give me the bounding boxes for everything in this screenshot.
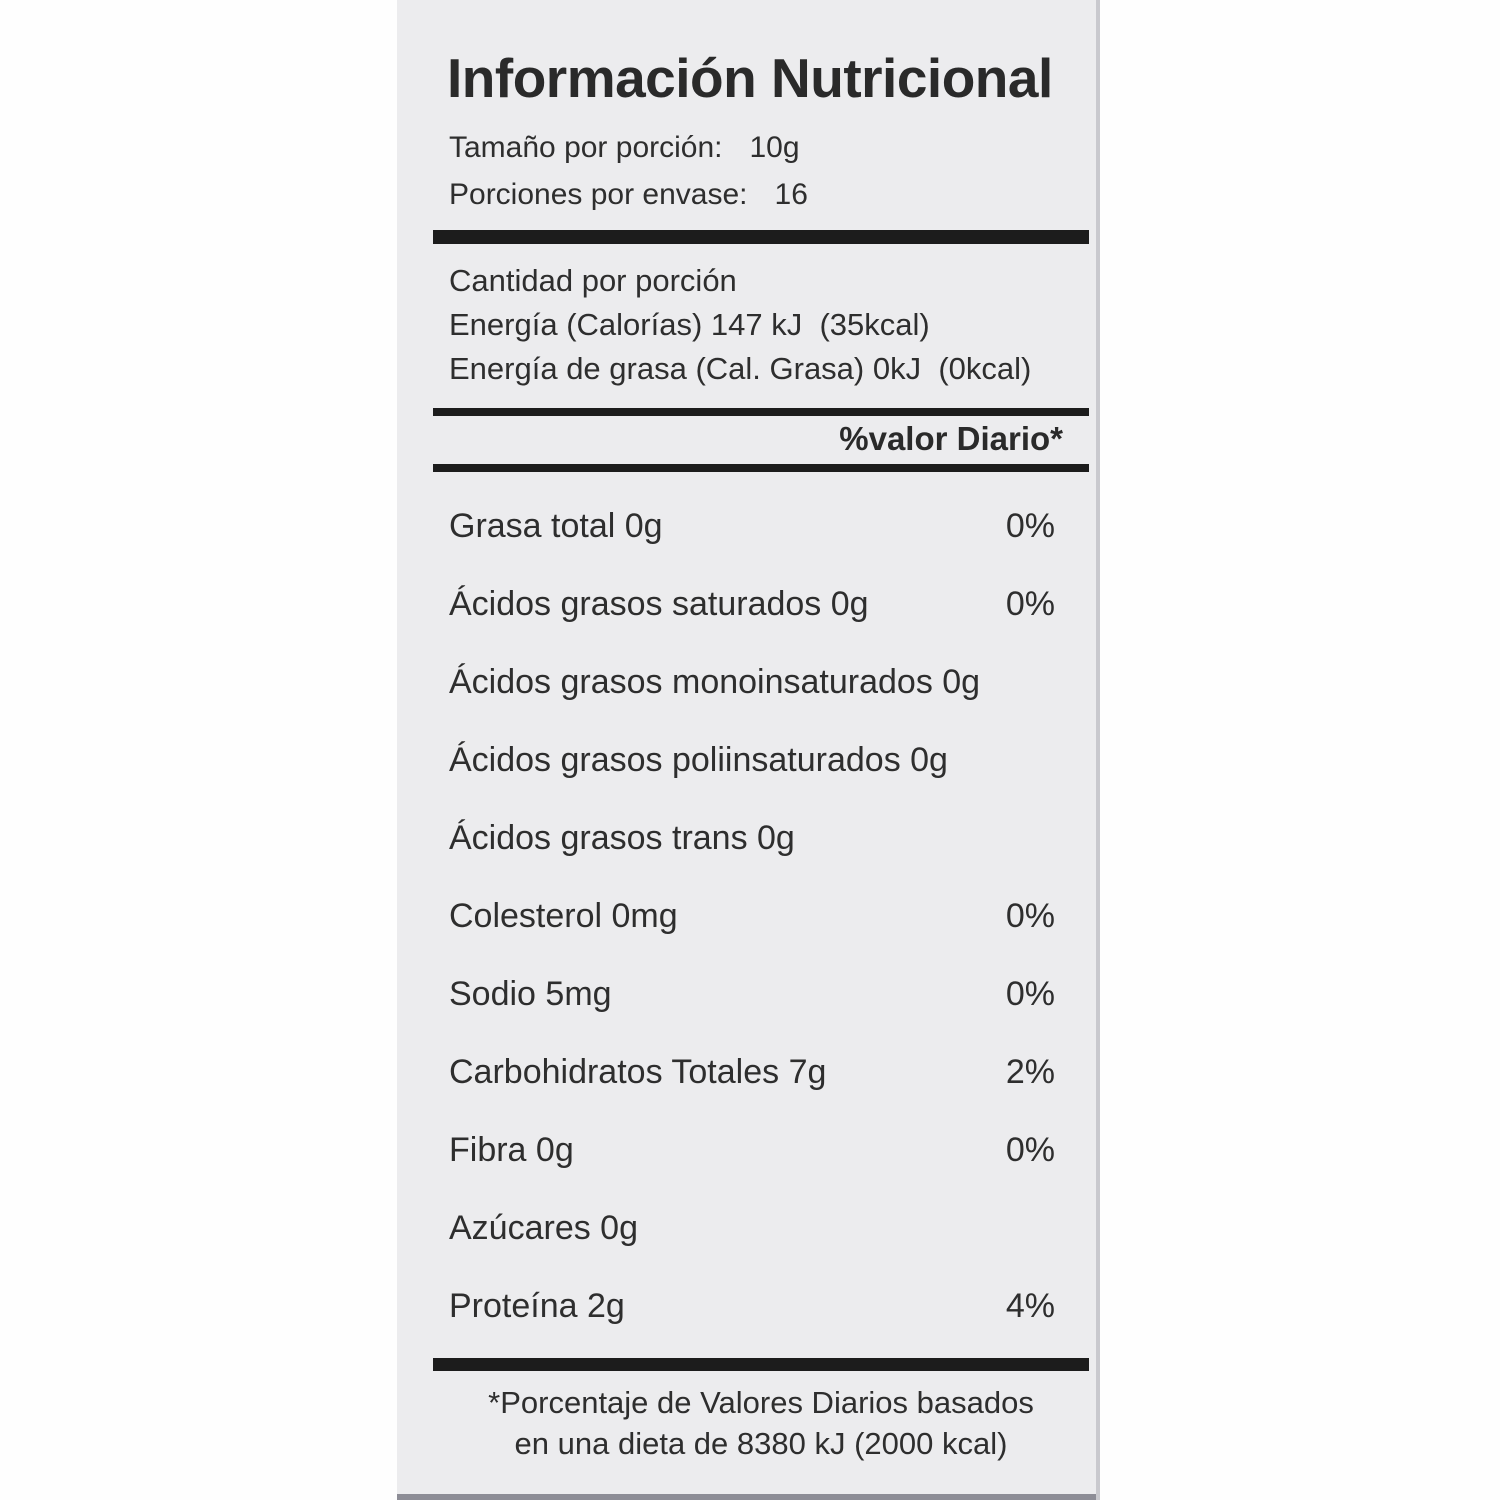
amount-per-serving-heading: Cantidad por porción — [449, 263, 737, 298]
nutrient-daily-value: 0% — [1005, 897, 1055, 935]
nutrient-name: Colesterol 0mg — [449, 897, 678, 935]
nutrient-row: Ácidos grasos monoinsaturados 0g — [433, 654, 1089, 732]
nutrient-name: Proteína 2g — [449, 1287, 625, 1325]
nutrient-row: Sodio 5mg 0% — [433, 966, 1089, 1044]
nutrient-name: Ácidos grasos saturados 0g — [449, 585, 869, 623]
nutrient-row: Ácidos grasos saturados 0g 0% — [433, 576, 1089, 654]
nutrients-table: Grasa total 0g 0% Ácidos grasos saturado… — [433, 498, 1089, 1356]
nutrient-name: Ácidos grasos trans 0g — [449, 819, 795, 857]
nutrient-name: Fibra 0g — [449, 1131, 574, 1169]
servings-per-container-line: Porciones por envase: 16 — [449, 178, 808, 212]
nutrient-daily-value: 4% — [1005, 1287, 1055, 1325]
energy-fat-line: Energía de grasa (Cal. Grasa) 0kJ (0kcal… — [449, 351, 1032, 386]
servings-per-container-label: Porciones por envase: — [449, 178, 748, 211]
serving-size-label: Tamaño por porción: — [449, 131, 723, 164]
nutrient-name: Ácidos grasos poliinsaturados 0g — [449, 741, 948, 779]
divider-bar-thin-lower — [433, 464, 1089, 472]
nutrient-row: Azúcares 0g — [433, 1200, 1089, 1278]
nutrient-name: Azúcares 0g — [449, 1209, 638, 1247]
servings-per-container-value: 16 — [774, 178, 808, 211]
nutrient-row: Colesterol 0mg 0% — [433, 888, 1089, 966]
divider-bar-thin-upper — [433, 408, 1089, 416]
nutrient-row: Fibra 0g 0% — [433, 1122, 1089, 1200]
nutrient-name: Sodio 5mg — [449, 975, 612, 1013]
nutrient-name: Grasa total 0g — [449, 507, 663, 545]
nutrient-row: Ácidos grasos poliinsaturados 0g — [433, 732, 1089, 810]
nutrient-row: Grasa total 0g 0% — [433, 498, 1089, 576]
nutrient-daily-value: 0% — [1005, 585, 1055, 623]
serving-size-line: Tamaño por porción: 10g — [449, 131, 800, 165]
nutrient-name: Ácidos grasos monoinsaturados 0g — [449, 663, 981, 701]
serving-size-value: 10g — [749, 131, 800, 164]
nutrient-daily-value: 0% — [1005, 507, 1055, 545]
label-bottom-edge — [397, 1494, 1096, 1500]
nutrient-daily-value: 2% — [1005, 1053, 1055, 1091]
nutrient-daily-value: 0% — [1005, 975, 1055, 1013]
daily-value-footnote: *Porcentaje de Valores Diarios basados e… — [433, 1382, 1089, 1464]
nutrient-daily-value: 0% — [1005, 1131, 1055, 1169]
energy-calories-line: Energía (Calorías) 147 kJ (35kcal) — [449, 307, 930, 342]
daily-value-header: %valor Diario* — [839, 420, 1063, 457]
footnote-line-2: en una dieta de 8380 kJ (2000 kcal) — [514, 1426, 1008, 1461]
nutrition-label: Información Nutricional Tamaño por porci… — [397, 0, 1100, 1500]
divider-bar-thick-top — [433, 230, 1089, 244]
nutrient-name: Carbohidratos Totales 7g — [449, 1053, 827, 1091]
label-title: Información Nutricional — [447, 47, 1053, 109]
nutrient-row: Ácidos grasos trans 0g — [433, 810, 1089, 888]
divider-bar-thick-bottom — [433, 1358, 1089, 1371]
nutrient-row: Proteína 2g 4% — [433, 1278, 1089, 1356]
footnote-line-1: *Porcentaje de Valores Diarios basados — [488, 1385, 1034, 1420]
nutrient-row: Carbohidratos Totales 7g 2% — [433, 1044, 1089, 1122]
